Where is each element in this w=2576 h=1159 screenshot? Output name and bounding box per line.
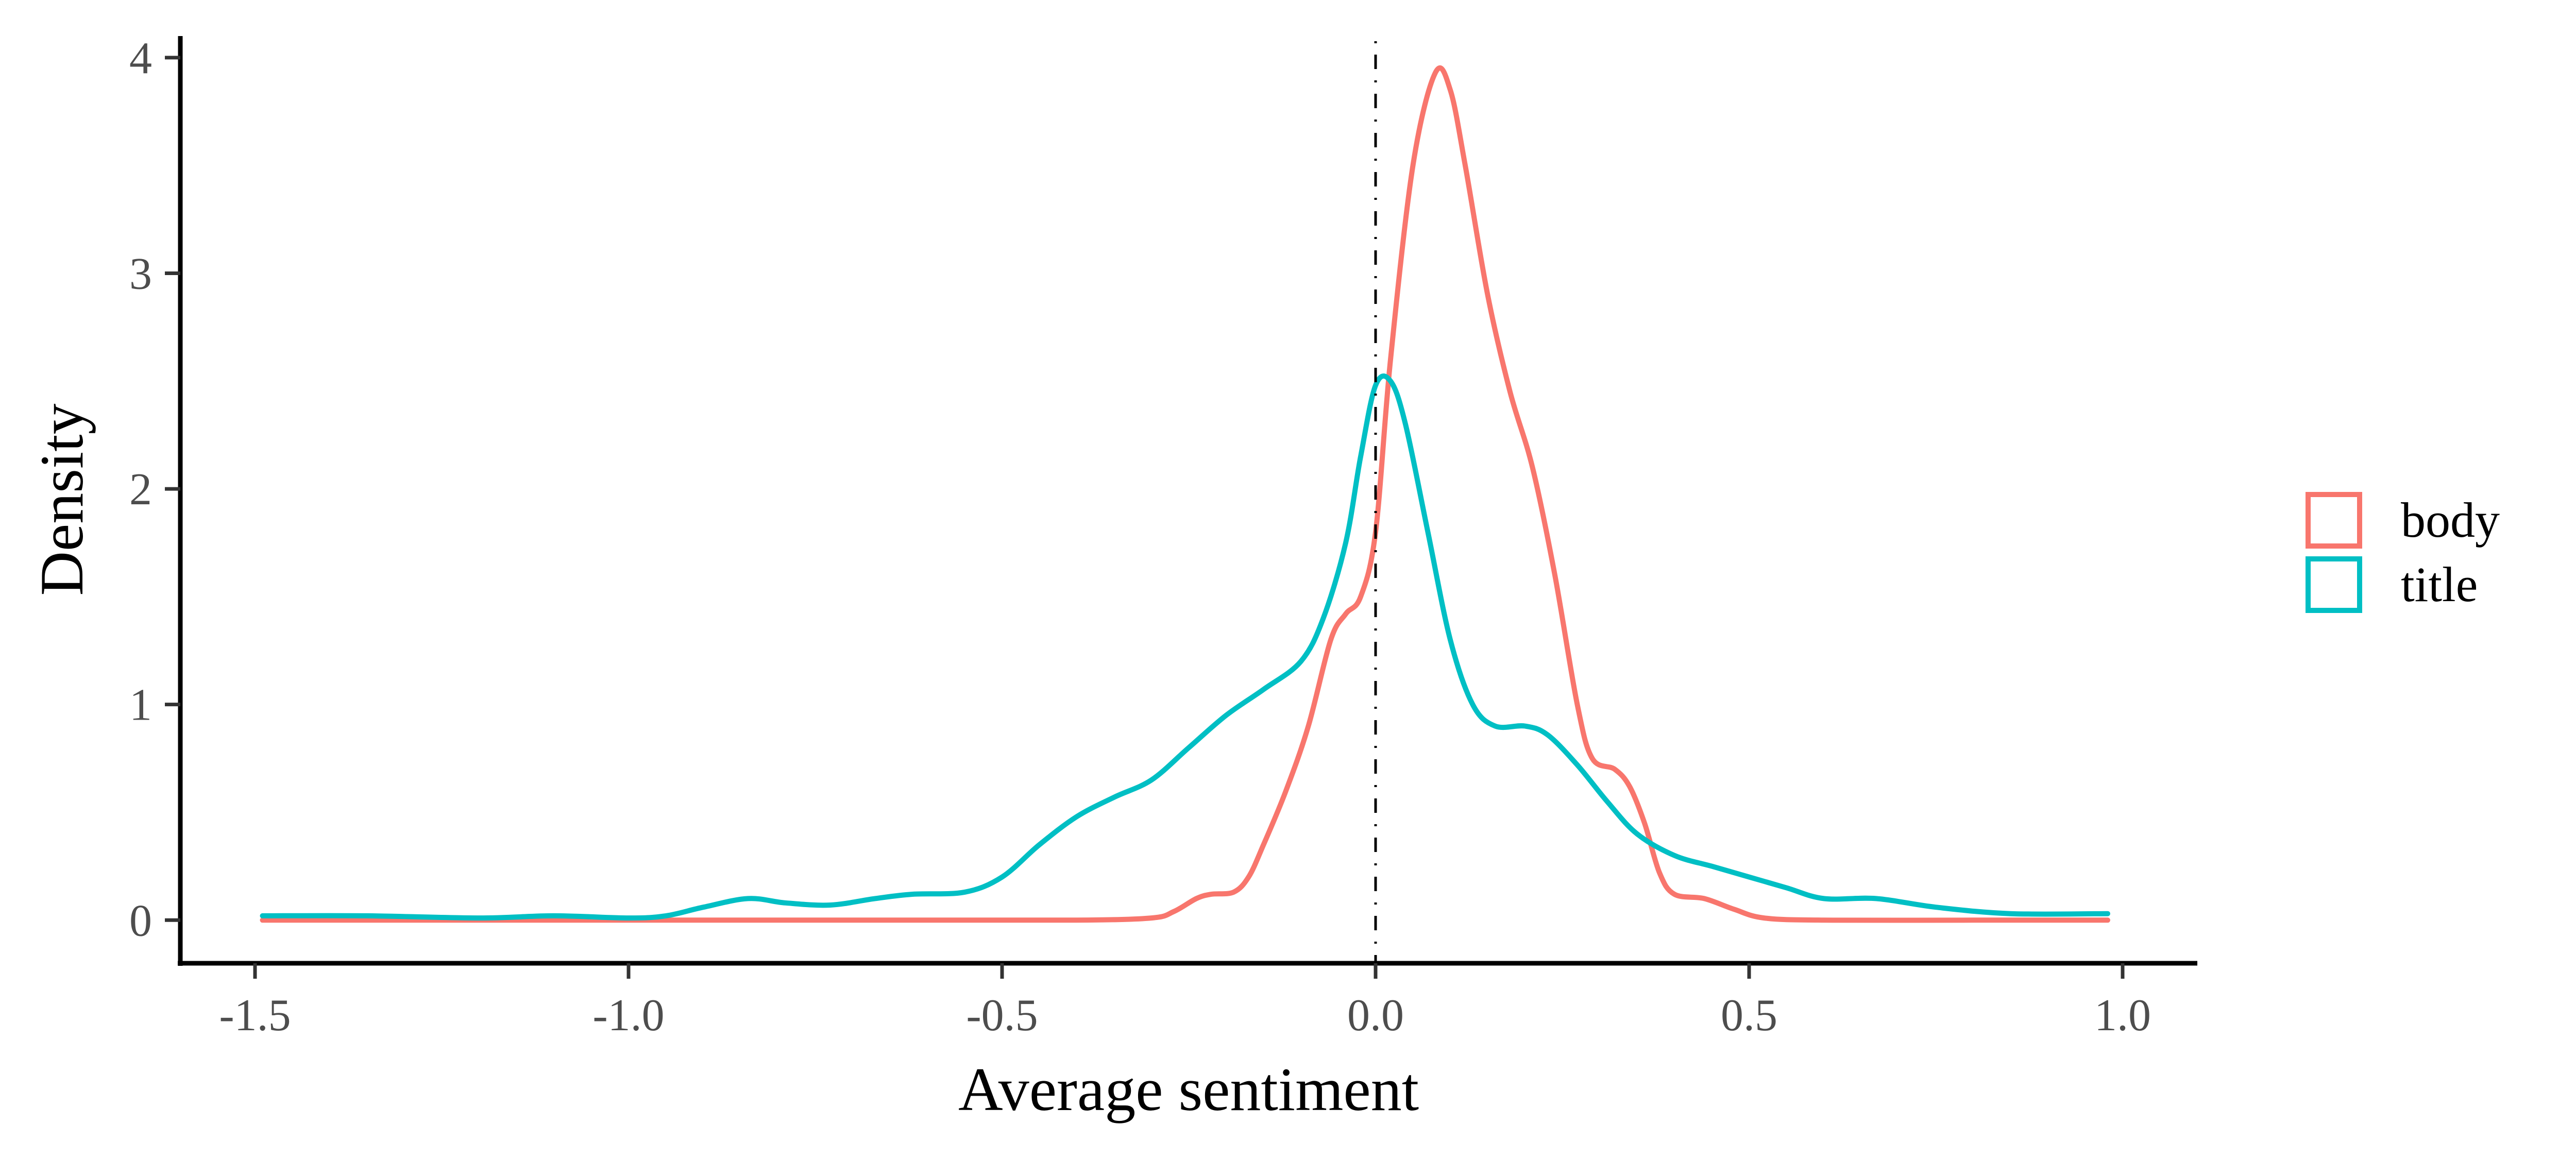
legend: body title <box>2306 492 2500 613</box>
legend-label-body: body <box>2401 492 2500 548</box>
series-line-body <box>260 65 2110 923</box>
y-tick-label: 4 <box>129 33 152 83</box>
x-tick-label: -1.0 <box>592 991 664 1041</box>
series-line-title <box>260 373 2110 921</box>
x-tick-label: 1.0 <box>2094 991 2151 1041</box>
y-tick-label: 2 <box>129 465 152 515</box>
series-layer <box>260 65 2110 923</box>
x-tick-label: -1.5 <box>219 991 291 1041</box>
y-tick-label: 3 <box>129 249 152 299</box>
axes-layer <box>178 36 2197 966</box>
x-tick-label: -0.5 <box>966 991 1038 1041</box>
y-tick-label: 0 <box>129 896 152 946</box>
ticks-layer: -1.5 -1.0 -0.5 0.0 0.5 1.0 0 1 2 3 4 <box>129 33 2151 1041</box>
x-tick-label: 0.0 <box>1347 991 1404 1041</box>
y-axis-title: Density <box>27 403 96 595</box>
y-tick-label: 1 <box>129 680 152 730</box>
legend-key-title <box>2306 556 2362 613</box>
legend-key-body <box>2306 492 2362 549</box>
x-axis-title: Average sentiment <box>958 1055 1419 1123</box>
legend-label-title: title <box>2401 557 2478 612</box>
x-tick-label: 0.5 <box>1721 991 1777 1041</box>
